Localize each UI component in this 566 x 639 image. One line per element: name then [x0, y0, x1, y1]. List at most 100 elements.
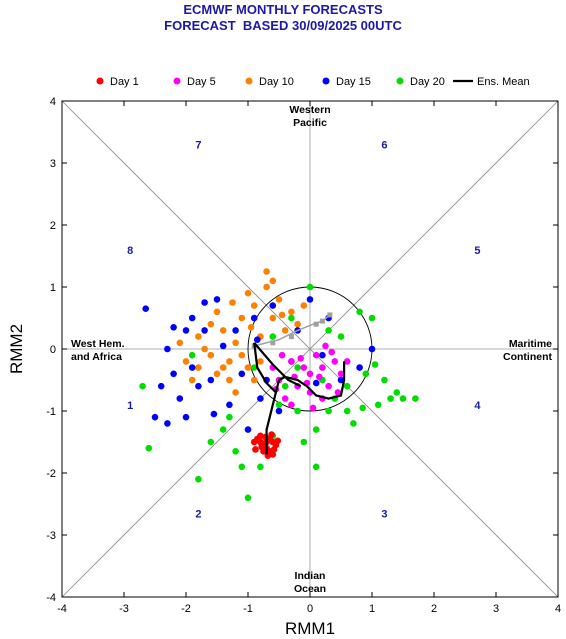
day-20-point [288, 314, 295, 322]
day-15-point [275, 407, 283, 415]
day-10-point [195, 333, 202, 340]
day-15-point [151, 413, 159, 421]
day-20-point [250, 364, 258, 371]
day-10-point [269, 277, 277, 285]
x-tick-label: 3 [493, 603, 499, 615]
legend-marker-day-10 [245, 77, 253, 85]
day-15-point [257, 395, 264, 402]
day-5-point [288, 401, 295, 409]
region-bottom-line1: Indian [295, 570, 326, 582]
day-15-point [164, 420, 171, 427]
day-10-point [263, 268, 270, 275]
day-5-point [278, 351, 286, 359]
day-15-point [170, 370, 177, 378]
legend-marker-day-5 [173, 77, 181, 85]
day-15-point [232, 327, 239, 334]
x-tick-label: -3 [119, 603, 129, 615]
day-20-point [399, 395, 407, 402]
day-10-point [244, 364, 252, 371]
ensemble-mean-lines [253, 314, 346, 455]
legend-label-day-20: Day 20 [410, 76, 445, 88]
day-1-point [258, 443, 265, 451]
day-5-point [331, 358, 339, 365]
grey-marker [313, 321, 319, 327]
day-10-point [250, 376, 258, 384]
phase-label-4: 4 [474, 400, 481, 412]
day-5-point [297, 355, 305, 362]
day-20-point [244, 494, 252, 502]
day-10-point [201, 345, 208, 353]
day-20-point [269, 333, 277, 340]
day-10-point [294, 320, 301, 328]
day-1-point [257, 432, 264, 440]
day-5-point [337, 370, 345, 378]
day-20-point [356, 308, 363, 316]
y-tick-label: 0 [50, 344, 56, 356]
grey-marker [327, 312, 333, 318]
day-15-point [210, 410, 218, 418]
region-left-line1: West Hem. [71, 338, 125, 350]
day-20-point [207, 438, 215, 446]
day-20-point [371, 361, 379, 368]
region-top-line1: Western [289, 104, 330, 116]
phase-label-6: 6 [381, 139, 387, 151]
axis-and-region-labels: RMM1 RMM2 Western Pacific Indian Ocean W… [7, 104, 552, 638]
day-10-point [269, 314, 277, 322]
day-15-point [182, 413, 190, 421]
day-20-point [343, 407, 351, 415]
legend-label-ens-mean: Ens. Mean [477, 76, 530, 88]
day-10-point [219, 364, 227, 371]
day-20-point [325, 327, 332, 334]
day-15-point [253, 336, 261, 344]
day-10-point [257, 358, 264, 365]
x-tick-label: 0 [307, 603, 313, 615]
region-right-line1: Maritime [509, 338, 552, 350]
region-left-line2: and Africa [71, 351, 122, 363]
grey-marker [288, 334, 294, 340]
day-10-point [229, 299, 236, 306]
day-5-point [309, 404, 317, 412]
y-tick-label: -2 [46, 468, 56, 480]
grey-marker [270, 340, 276, 346]
day-20-point [294, 407, 301, 415]
day-10-point [207, 320, 215, 328]
day-20-point [374, 401, 382, 409]
day-20-point [368, 314, 376, 322]
x-axis-label: RMM1 [285, 619, 335, 638]
axis-ticks: -4 -3 -2 -1 0 1 2 3 4 -4 -3 -2 -1 0 1 2 3 4 [46, 96, 561, 615]
day-1-point [250, 438, 258, 446]
y-tick-label: 4 [50, 96, 56, 108]
day-1-point [269, 451, 277, 458]
title-line-2: FORECAST BASED 30/09/2025 00UTC [164, 18, 402, 33]
day-10-point [244, 289, 252, 297]
ensemble-mean-extra [253, 342, 302, 388]
day-15-point [319, 351, 326, 359]
day-15-point [201, 299, 208, 306]
ensemble-points [139, 268, 419, 502]
day-10-point [213, 370, 221, 378]
day-20-point [294, 364, 301, 371]
day-20-point [325, 407, 332, 415]
day-10-point [288, 308, 295, 316]
y-tick-label: 2 [50, 220, 56, 232]
y-tick-label: 3 [50, 158, 56, 170]
phase-grid-lines [61, 100, 559, 598]
chart-title: ECMWF MONTHLY FORECASTS FORECAST BASED 3… [0, 2, 566, 34]
x-tick-label: -2 [181, 603, 191, 615]
y-tick-label: -4 [46, 592, 56, 604]
day-20-point [362, 370, 370, 378]
day-10-point [182, 358, 190, 365]
y-tick-label: 1 [50, 282, 56, 294]
day-1-point [252, 446, 259, 453]
day-20-point [195, 475, 202, 483]
day-10-point [219, 327, 227, 334]
legend-label-day-10: Day 10 [259, 76, 294, 88]
y-tick-label: -3 [46, 530, 56, 542]
day-5-point [319, 364, 326, 371]
day-5-point [288, 358, 295, 365]
day-20-point [188, 351, 196, 359]
day-1-point [274, 437, 282, 445]
legend-label-day-15: Day 15 [336, 76, 371, 88]
day-15-point [207, 376, 215, 384]
day-20-point [238, 463, 246, 471]
